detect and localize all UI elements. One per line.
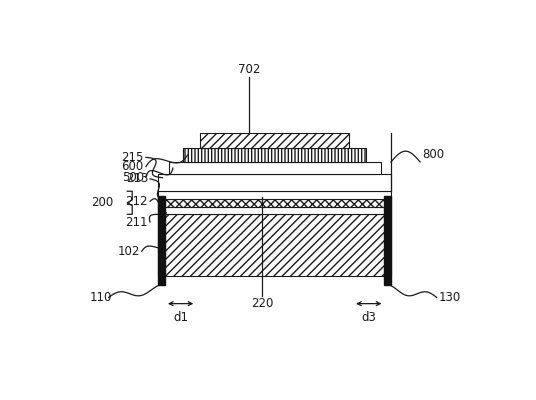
Text: d1: d1 <box>173 311 188 324</box>
Text: 800: 800 <box>422 148 444 161</box>
Text: 220: 220 <box>251 298 273 310</box>
Text: 110: 110 <box>90 291 112 304</box>
Bar <box>159 214 391 276</box>
Bar <box>169 162 381 174</box>
Bar <box>159 207 391 214</box>
Bar <box>183 148 366 162</box>
Bar <box>159 199 391 207</box>
Bar <box>159 196 165 285</box>
Text: 600: 600 <box>122 160 144 173</box>
Bar <box>159 191 391 199</box>
Text: 702: 702 <box>238 63 260 76</box>
Text: 213: 213 <box>125 172 148 185</box>
Text: d3: d3 <box>361 311 376 324</box>
Bar <box>384 196 391 285</box>
Text: 130: 130 <box>439 291 461 304</box>
Text: 211: 211 <box>125 216 148 228</box>
Text: 200: 200 <box>91 196 114 209</box>
Text: 500: 500 <box>122 171 144 184</box>
Text: 215: 215 <box>122 151 144 164</box>
Text: 102: 102 <box>117 245 140 258</box>
Text: 212: 212 <box>125 195 148 208</box>
Bar <box>200 133 349 148</box>
Bar <box>159 174 391 191</box>
